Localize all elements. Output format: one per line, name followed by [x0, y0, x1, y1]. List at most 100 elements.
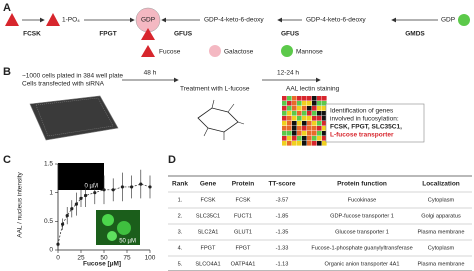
x-tick-label: 25 — [77, 255, 85, 262]
table-cell: Fucose-1-phosphate guanylyltransferase — [311, 245, 412, 251]
step-text: ~1000 cells plated in 384 well plate — [22, 73, 123, 80]
table-cell: -1.33 — [276, 245, 289, 251]
heat-cell — [292, 131, 297, 136]
node: GDP — [141, 17, 155, 24]
heat-cell — [282, 111, 287, 116]
heat-cell — [307, 111, 312, 116]
legend-icon — [281, 45, 293, 57]
heat-cell — [302, 96, 307, 101]
heatmap — [282, 96, 327, 146]
chart: AAL / nucleus intensity Fucose [µM] 0 µM… — [17, 161, 156, 268]
table-cell: 1. — [178, 197, 183, 203]
panel-label: B — [3, 66, 11, 78]
heat-cell — [312, 106, 317, 111]
heat-cell — [322, 96, 327, 101]
enzyme: FPGT — [99, 31, 116, 38]
inset-image — [58, 163, 104, 190]
result-text: Identification of genes — [330, 108, 394, 115]
fucose-icon — [5, 13, 19, 26]
heat-cell — [282, 96, 287, 101]
table-cell: 3. — [178, 229, 183, 235]
heat-cell — [287, 131, 292, 136]
result-box — [325, 103, 425, 143]
heat-cell — [287, 116, 292, 121]
table-cell: Golgi apparatus — [421, 213, 461, 219]
heat-cell — [297, 116, 302, 121]
heat-cell — [297, 106, 302, 111]
y-tick-label: 0.5 — [44, 218, 53, 225]
result-text: L-fucose transporter — [330, 132, 394, 139]
cell — [107, 231, 117, 241]
heat-cell — [307, 131, 312, 136]
inset-label: 50 µM — [119, 239, 136, 245]
heat-cell — [287, 141, 292, 146]
table-cell: 5. — [178, 261, 183, 267]
fucose-structure — [197, 107, 239, 133]
heat-cell — [302, 141, 307, 146]
heat-cell — [302, 121, 307, 126]
heat-cell — [312, 96, 317, 101]
heat-cell — [302, 131, 307, 136]
heat-cell — [317, 121, 322, 126]
time: 48 h — [144, 70, 157, 77]
table-cell: -1.35 — [276, 229, 289, 235]
workflow: ~1000 cells plated in 384 well plate Cel… — [22, 70, 425, 146]
table-cell: FCSK — [236, 197, 251, 203]
heat-cell — [317, 141, 322, 146]
table-cell: SLCO4A1 — [195, 261, 220, 267]
panel-label: A — [3, 2, 11, 14]
node: GDP-4-keto-6-deoxy — [306, 17, 366, 24]
result-text: involved in fucosylation: — [330, 116, 399, 123]
node: GDP-4-keto-6-deoxy — [204, 17, 264, 24]
heat-cell — [307, 136, 312, 141]
table-cell: -1.13 — [276, 261, 289, 267]
point — [130, 185, 134, 189]
point — [111, 188, 115, 192]
table-cell: 2. — [178, 213, 183, 219]
heat-cell — [307, 126, 312, 131]
wells — [35, 97, 114, 137]
table-cell: Cytoplasm — [428, 197, 455, 203]
fucose-icon — [141, 28, 155, 40]
header-cell: Protein — [232, 181, 254, 188]
heat-cell — [287, 106, 292, 111]
heat-cell — [292, 96, 297, 101]
table-cell: FCSK — [201, 197, 216, 203]
header-cell: Gene — [200, 181, 217, 188]
table-cell: Cytoplasm — [428, 245, 455, 251]
heat-cell — [297, 121, 302, 126]
heat-cell — [282, 121, 287, 126]
y-axis-label: AAL / nucleus intensity — [17, 171, 24, 237]
legend-icon — [209, 45, 221, 57]
table-cell: Fucokinase — [348, 197, 377, 203]
heat-cell — [302, 101, 307, 106]
header-cell: TT-score — [268, 181, 295, 188]
step-text: Cells transfected with siRNA — [22, 81, 105, 88]
heat-cell — [292, 111, 297, 116]
heat-cell — [312, 126, 317, 131]
point — [102, 188, 106, 192]
heat-cell — [297, 131, 302, 136]
legend-icon — [141, 45, 155, 57]
heat-cell — [307, 121, 312, 126]
heat-cell — [292, 106, 297, 111]
heat-cell — [322, 106, 327, 111]
heat-cell — [317, 131, 322, 136]
point — [70, 207, 74, 211]
y-tick-label: 1.5 — [44, 161, 53, 168]
point — [56, 242, 60, 246]
enzyme: FCSK — [23, 31, 41, 38]
x-tick-label: 100 — [145, 255, 156, 262]
x-tick-label: 75 — [123, 255, 131, 262]
fucose-icon — [46, 13, 60, 26]
enzyme: GFUS — [281, 31, 300, 38]
heat-cell — [302, 111, 307, 116]
enzyme: GMDS — [405, 31, 425, 38]
legend-label: Galactose — [224, 49, 254, 56]
time: 12-24 h — [277, 70, 299, 77]
table-cell: GLUT1 — [234, 229, 252, 235]
point — [84, 193, 88, 198]
table-cell: SLC2A1 — [198, 229, 219, 235]
heat-cell — [307, 116, 312, 121]
